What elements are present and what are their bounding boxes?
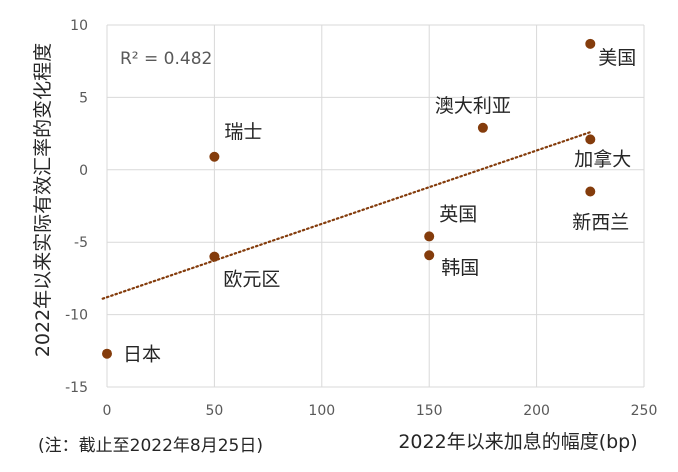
- x-tick-label: 0: [103, 403, 112, 419]
- data-point: [585, 186, 596, 197]
- r-squared-annotation: R² = 0.482: [120, 49, 212, 69]
- data-point: [424, 250, 435, 261]
- y-axis-ticks: 10 5 0 -5 -10 -15: [65, 18, 88, 396]
- point-label: 加拿大: [574, 147, 631, 170]
- y-tick-label: 5: [79, 90, 88, 106]
- data-point: [585, 134, 596, 145]
- point-label: 瑞士: [224, 121, 262, 143]
- point-label: 英国: [439, 203, 477, 225]
- data-point: [209, 251, 220, 262]
- y-tick-label: -15: [65, 380, 88, 396]
- footnote: (注：截止至2022年8月25日): [38, 436, 263, 456]
- y-tick-label: -5: [74, 235, 88, 251]
- y-tick-label: 0: [79, 163, 88, 179]
- data-point: [585, 38, 596, 49]
- data-points: [102, 38, 596, 359]
- point-label: 美国: [598, 47, 636, 69]
- trendline: [101, 131, 592, 300]
- point-label: 韩国: [441, 257, 479, 279]
- x-tick-label: 100: [308, 403, 335, 419]
- x-axis-title: 2022年以来加息的幅度(bp): [398, 431, 637, 453]
- point-label: 澳大利亚: [435, 95, 511, 117]
- x-axis-ticks: 0 50 100 150 200 250: [103, 403, 658, 419]
- data-point: [424, 231, 435, 242]
- x-tick-label: 200: [523, 403, 550, 419]
- x-tick-label: 250: [631, 403, 658, 419]
- data-point: [477, 122, 488, 133]
- point-label: 新西兰: [572, 212, 629, 234]
- y-axis-title: 2022年以来实际有效汇率的变化程度: [32, 43, 54, 357]
- y-tick-label: -10: [65, 308, 88, 324]
- data-point: [209, 151, 220, 162]
- gridlines: [106, 24, 645, 388]
- y-tick-label: 10: [70, 18, 88, 34]
- x-tick-label: 50: [205, 403, 223, 419]
- point-label: 日本: [123, 344, 161, 366]
- point-label: 欧元区: [223, 269, 280, 291]
- data-point: [102, 348, 112, 359]
- trendline-group: [101, 131, 592, 300]
- x-tick-label: 150: [416, 403, 443, 419]
